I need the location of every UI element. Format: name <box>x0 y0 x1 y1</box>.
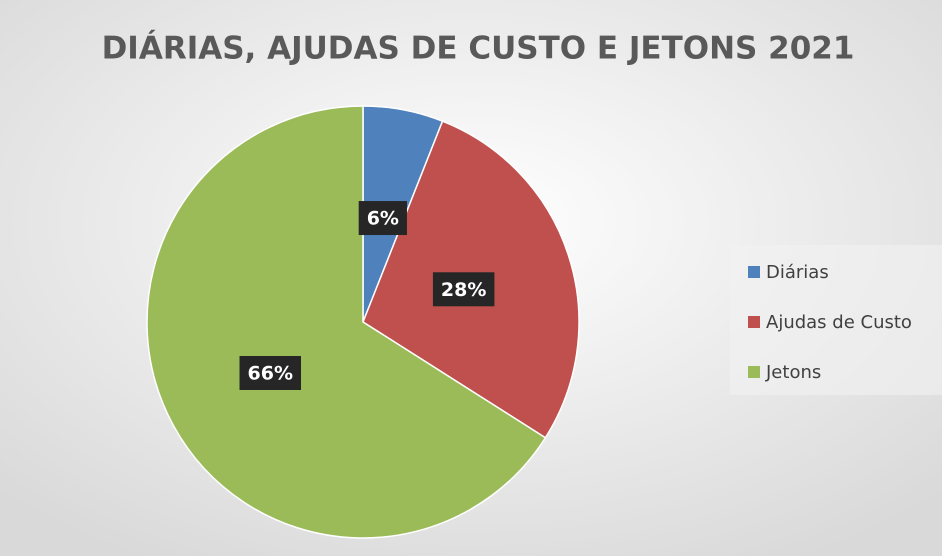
legend-swatch <box>748 316 760 328</box>
data-label-box <box>358 201 407 236</box>
legend-box <box>730 245 942 395</box>
data-label: 28% <box>441 279 486 301</box>
data-label-box <box>432 272 495 307</box>
legend-swatch <box>748 366 760 378</box>
legend-label: Jetons <box>765 362 821 383</box>
chart-title: DIÁRIAS, AJUDAS DE CUSTO E JETONS 2021 <box>102 31 855 67</box>
legend-swatch <box>748 266 760 278</box>
data-label: 6% <box>367 208 399 230</box>
pie-slice <box>146 105 547 539</box>
data-label-box <box>239 355 301 390</box>
data-label: 66% <box>248 362 293 384</box>
legend-label: Diárias <box>766 262 829 283</box>
legend-label: Ajudas de Custo <box>766 312 912 333</box>
